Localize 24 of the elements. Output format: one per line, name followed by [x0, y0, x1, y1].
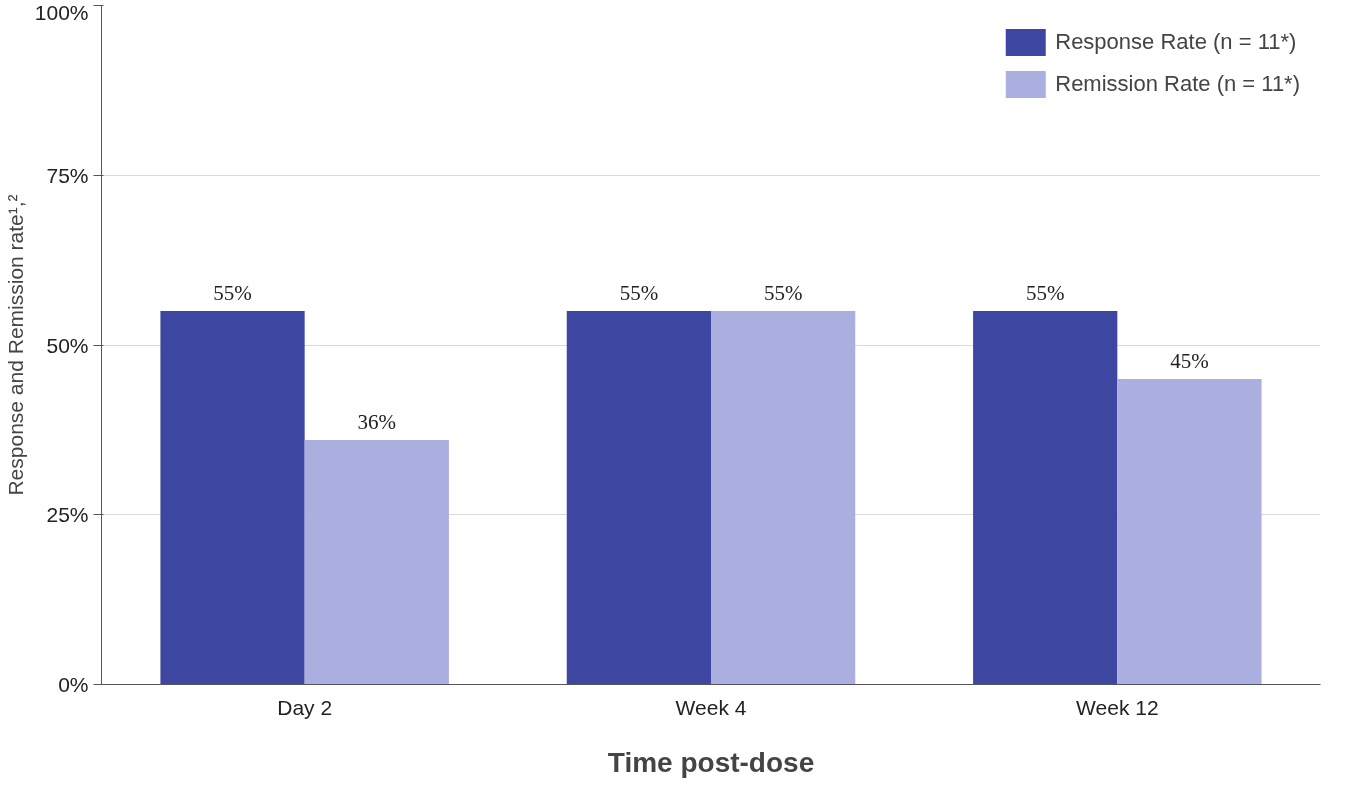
bar	[566, 311, 711, 685]
legend-label: Remission Rate (n = 11*)	[1055, 71, 1300, 97]
y-tick-label: 100%	[34, 0, 89, 24]
data-label: 36%	[357, 410, 397, 435]
x-tick-label: Week 4	[675, 695, 747, 719]
y-tick-label: 75%	[46, 163, 89, 187]
x-axis-title: Time post-dose	[607, 746, 815, 778]
y-tick-label: 25%	[46, 503, 89, 527]
y-tick-label: 0%	[58, 673, 89, 696]
x-tick-label: Week 12	[1076, 695, 1159, 719]
data-label: 55%	[619, 281, 659, 306]
bar	[160, 311, 305, 685]
data-label: 45%	[1170, 348, 1209, 373]
bar	[711, 311, 856, 685]
bar	[304, 440, 449, 685]
y-tick-label: 50%	[46, 333, 89, 357]
x-tick-label: Day 2	[277, 695, 333, 719]
legend-label: Response Rate (n = 11*)	[1055, 29, 1297, 55]
bar	[1117, 378, 1262, 685]
bar	[973, 311, 1118, 685]
data-label: 55%	[763, 281, 803, 306]
data-label: 55%	[213, 281, 252, 306]
y-axis-title: Response and Remission rate¹,²	[3, 194, 27, 496]
data-label: 55%	[1025, 281, 1065, 306]
